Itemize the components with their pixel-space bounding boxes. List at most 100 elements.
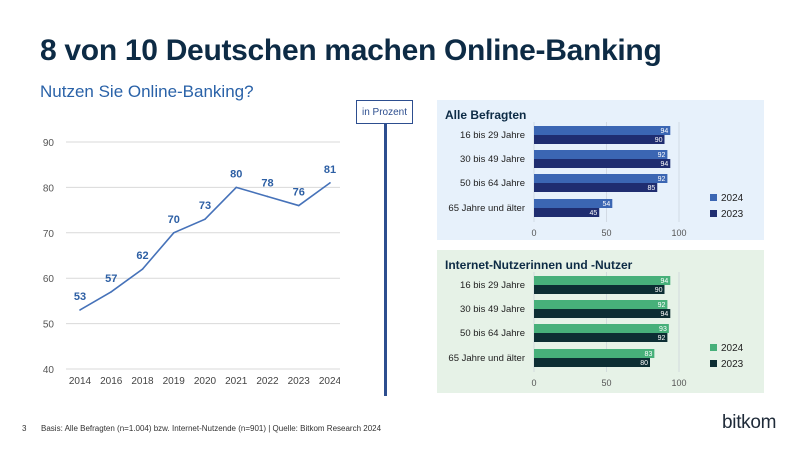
page-title: 8 von 10 Deutschen machen Online-Banking — [40, 34, 662, 67]
line-chart: 40 50 60 70 80 90 53 57 62 70 73 80 78 76 81 2014 2016 20… — [40, 120, 340, 390]
internet-users-bar-2024 — [534, 300, 668, 309]
category-label: 16 bis 29 Jahre — [460, 130, 525, 141]
data-label: 80 — [230, 168, 242, 180]
category-label: 16 bis 29 Jahre — [460, 280, 525, 291]
panel-title-all-respondents: Alle Befragten — [445, 108, 527, 122]
y-tick-label: 50 — [43, 320, 55, 331]
category-label: 30 bis 49 Jahre — [460, 304, 525, 315]
line-chart-svg: 40 50 60 70 80 90 53 57 62 70 73 80 78 76 81 2014 2016 20… — [43, 138, 340, 387]
internet-users-bar-2023 — [534, 309, 671, 318]
data-point — [110, 291, 113, 293]
data-label: 53 — [74, 291, 86, 303]
x-tick-label: 2016 — [100, 376, 123, 387]
all-respondents-bar-2023 — [534, 135, 665, 144]
bar-chart-all-respondents: 0 50 100 16 bis 29 Jahre 94 90 30 bis 49 Jahre… — [448, 122, 744, 238]
x-tick-label: 2019 — [163, 376, 186, 387]
data-label: 94 — [661, 278, 669, 285]
bar-chart-internet-users: 0 50 100 16 bis 29 Jahre 94 90 30 bis 49 Jahre… — [448, 272, 744, 388]
data-point — [329, 182, 331, 184]
all-respondents-bar-2023 — [534, 159, 671, 168]
data-label: 81 — [324, 164, 336, 176]
page-number: 3 — [22, 424, 27, 433]
unit-divider-line — [384, 124, 387, 396]
all-respondents-bar-2024 — [534, 150, 668, 159]
data-label: 57 — [105, 273, 117, 285]
all-respondents-bar-2024 — [534, 174, 668, 183]
legend-label-2023: 2023 — [721, 209, 744, 220]
data-label: 45 — [589, 210, 597, 217]
data-label: 90 — [655, 137, 663, 144]
data-point — [204, 218, 206, 220]
data-label: 73 — [199, 200, 211, 212]
category-label: 50 bis 64 Jahre — [460, 328, 525, 339]
x-tick-label: 2024 — [319, 376, 340, 387]
data-point — [297, 204, 300, 207]
data-label: 94 — [661, 161, 669, 168]
data-label: 92 — [658, 335, 666, 342]
data-label: 94 — [661, 128, 669, 135]
legend-swatch-2024 — [710, 194, 717, 201]
internet-users-bar-2024 — [534, 324, 669, 333]
x-tick-label: 2014 — [69, 376, 92, 387]
all-respondents-bar-2023 — [534, 208, 600, 217]
legend-label-2023: 2023 — [721, 359, 744, 370]
unit-label: in Prozent — [356, 100, 413, 124]
data-label: 93 — [659, 326, 667, 333]
all-respondents-bar-2024 — [534, 199, 613, 208]
source-note: Basis: Alle Befragten (n=1.004) bzw. Int… — [41, 424, 382, 433]
data-label: 92 — [658, 176, 666, 183]
data-point — [79, 309, 81, 311]
x-tick-label: 50 — [601, 228, 611, 238]
x-tick-label: 2018 — [131, 376, 154, 387]
x-tick-label: 2020 — [194, 376, 217, 387]
x-tick-label: 2023 — [288, 376, 311, 387]
page-subtitle: Nutzen Sie Online-Banking? — [40, 82, 254, 101]
data-point — [141, 268, 144, 270]
legend-swatch-2023 — [710, 360, 717, 367]
x-tick-label: 50 — [601, 378, 611, 388]
legend-label-2024: 2024 — [721, 343, 744, 354]
data-label: 76 — [293, 187, 305, 199]
data-label: 83 — [645, 351, 653, 358]
data-point — [235, 186, 238, 189]
x-tick-label: 0 — [531, 378, 536, 388]
data-label: 85 — [647, 185, 655, 192]
x-tick-label: 100 — [671, 228, 686, 238]
data-label: 94 — [661, 311, 669, 318]
y-tick-label: 60 — [43, 274, 55, 285]
data-label: 62 — [136, 250, 148, 262]
data-label: 78 — [261, 177, 273, 189]
data-label: 54 — [603, 201, 611, 208]
category-label: 50 bis 64 Jahre — [460, 178, 525, 189]
internet-users-bar-2023 — [534, 333, 668, 342]
all-respondents-bar-2023 — [534, 183, 658, 192]
data-label: 92 — [658, 152, 666, 159]
y-tick-label: 70 — [43, 229, 55, 240]
legend-label-2024: 2024 — [721, 193, 744, 204]
panel-title-internet-users: Internet-Nutzerinnen und -Nutzer — [445, 258, 633, 272]
data-point — [266, 195, 269, 198]
data-label: 92 — [658, 302, 666, 309]
data-point — [172, 232, 175, 234]
category-label: 65 Jahre und älter — [448, 353, 525, 364]
x-tick-label: 2022 — [256, 376, 279, 387]
panel-internet-users: 0 50 100 16 bis 29 Jahre 94 90 30 bis 49 Jahre… — [437, 250, 764, 393]
legend-swatch-2023 — [710, 210, 717, 217]
panel-all-respondents: 0 50 100 16 bis 29 Jahre 94 90 30 bis 49 Jahre… — [437, 100, 764, 240]
data-label: 70 — [168, 214, 180, 226]
data-label: 80 — [640, 360, 648, 367]
category-label: 30 bis 49 Jahre — [460, 154, 525, 165]
internet-users-bar-2023 — [534, 358, 650, 367]
legend-swatch-2024 — [710, 344, 717, 351]
category-label: 65 Jahre und älter — [448, 203, 525, 214]
x-tick-label: 0 — [531, 228, 536, 238]
x-tick-label: 2021 — [225, 376, 248, 387]
data-label: 90 — [655, 287, 663, 294]
internet-users-bar-2024 — [534, 349, 655, 358]
y-tick-label: 40 — [43, 365, 55, 376]
internet-users-bar-2024 — [534, 276, 671, 285]
internet-users-bar-2023 — [534, 285, 665, 294]
y-tick-label: 90 — [43, 138, 55, 149]
all-respondents-bar-2024 — [534, 126, 671, 135]
x-tick-label: 100 — [671, 378, 686, 388]
